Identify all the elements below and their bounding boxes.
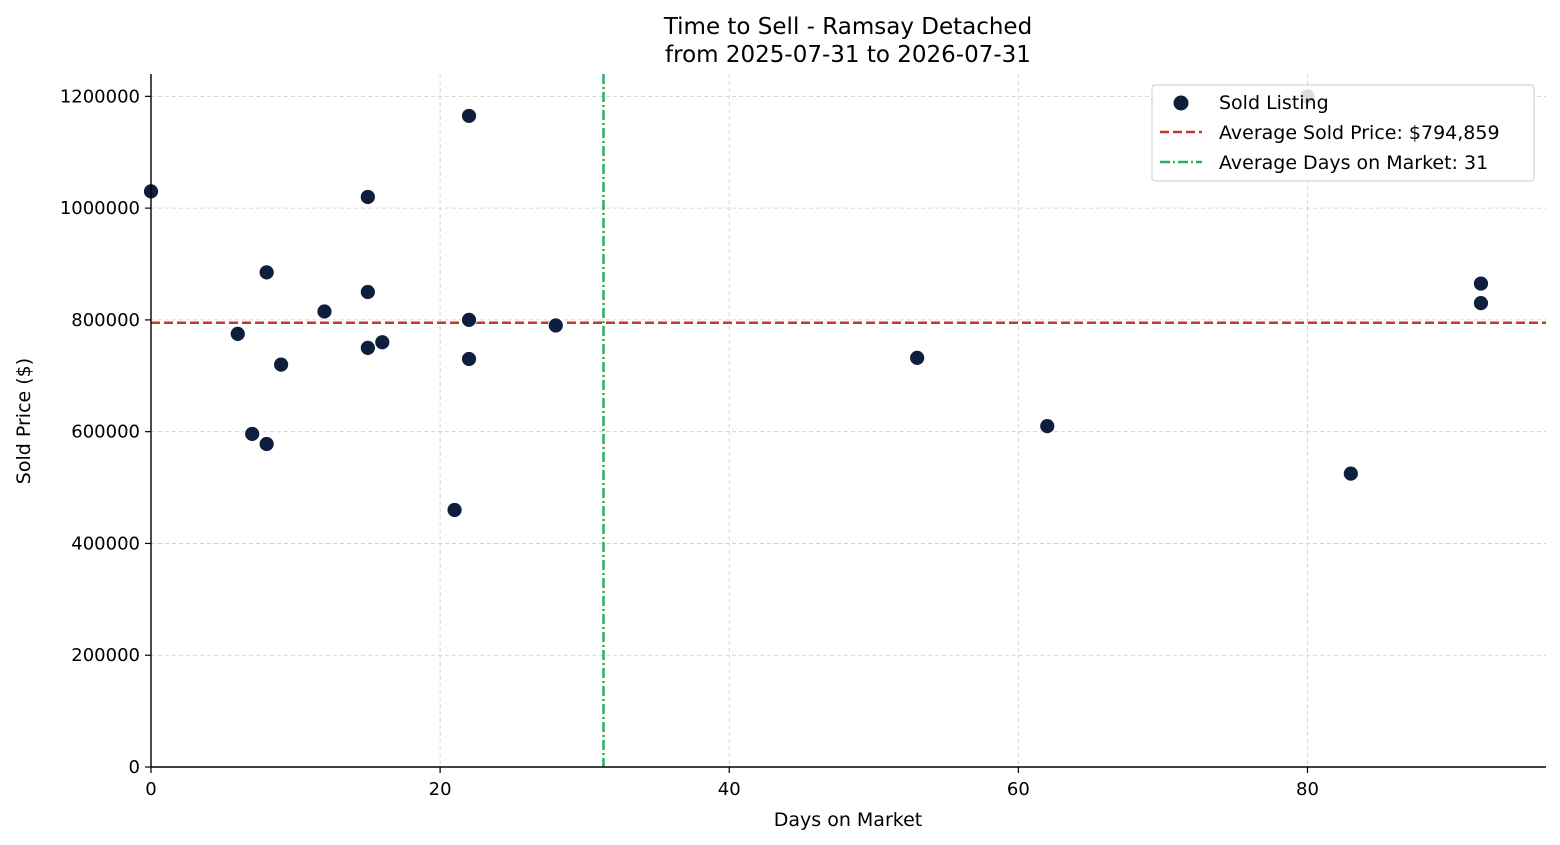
data-point bbox=[446, 502, 463, 518]
y-tick-label: 0 bbox=[129, 757, 140, 778]
data-point bbox=[359, 339, 376, 356]
data-point bbox=[1342, 465, 1359, 482]
x-axis-ticks: 0 20 40 60 80 bbox=[145, 767, 1319, 800]
legend-label-sold-listing: Sold Listing bbox=[1219, 92, 1329, 114]
data-point bbox=[547, 317, 564, 334]
y-tick-label: 400000 bbox=[71, 533, 140, 554]
x-axis-label: Days on Market bbox=[774, 809, 922, 831]
data-point bbox=[229, 325, 246, 342]
chart-subtitle: from 2025-07-31 to 2026-07-31 bbox=[665, 42, 1031, 68]
data-point bbox=[461, 351, 477, 367]
legend: Sold Listing Average Sold Price: $794,85… bbox=[1151, 84, 1535, 182]
data-point bbox=[1473, 295, 1489, 312]
legend-label-avg-days: Average Days on Market: 31 bbox=[1219, 152, 1488, 174]
x-tick-label: 80 bbox=[1296, 779, 1319, 800]
data-point bbox=[909, 350, 926, 366]
legend-label-avg-price: Average Sold Price: $794,859 bbox=[1219, 122, 1500, 144]
y-tick-label: 800000 bbox=[71, 310, 140, 331]
y-tick-label: 200000 bbox=[71, 645, 140, 666]
data-point bbox=[461, 108, 477, 124]
y-tick-label: 600000 bbox=[71, 422, 140, 443]
y-tick-label: 1000000 bbox=[60, 198, 140, 219]
x-tick-label: 20 bbox=[429, 779, 452, 800]
data-point bbox=[273, 356, 290, 373]
y-axis-ticks: 0 200000 400000 600000 800000 1000000 1200000 bbox=[60, 86, 151, 778]
data-point bbox=[374, 334, 391, 351]
x-tick-label: 40 bbox=[718, 779, 741, 800]
data-point bbox=[359, 189, 376, 205]
data-point bbox=[1473, 275, 1489, 292]
y-axis-label: Sold Price ($) bbox=[13, 358, 35, 484]
legend-marker-sold-listing bbox=[1173, 95, 1189, 111]
y-tick-label: 1200000 bbox=[60, 86, 140, 107]
data-point bbox=[461, 312, 477, 328]
data-point bbox=[316, 303, 333, 320]
data-point bbox=[1039, 418, 1056, 434]
grid bbox=[151, 74, 1546, 767]
data-point bbox=[258, 264, 275, 281]
x-tick-label: 0 bbox=[145, 779, 156, 800]
legend-box bbox=[1151, 84, 1535, 182]
data-point bbox=[359, 284, 376, 300]
x-tick-label: 60 bbox=[1007, 779, 1030, 800]
data-point bbox=[258, 436, 275, 452]
data-point bbox=[244, 426, 261, 442]
chart-title: Time to Sell - Ramsay Detached bbox=[663, 14, 1032, 40]
reference-lines bbox=[151, 74, 1546, 767]
